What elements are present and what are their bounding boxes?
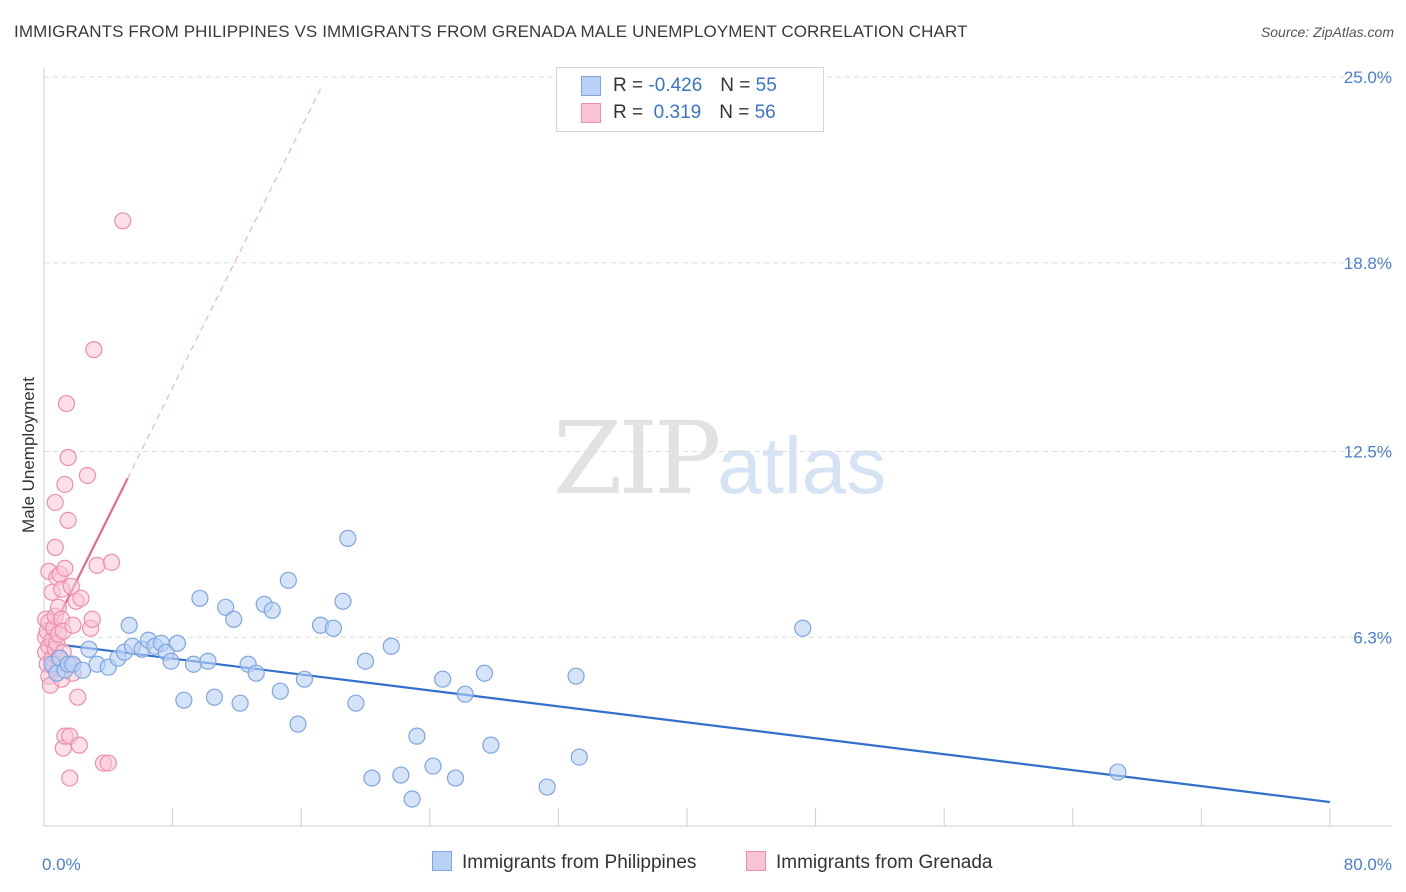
y-axis-title: Male Unemployment <box>19 377 38 533</box>
grenada-point <box>46 493 64 512</box>
philippines-point <box>263 601 281 619</box>
grenada-trend-extension <box>127 88 322 479</box>
watermark-atlas: atlas <box>717 421 887 510</box>
philippines-point <box>408 727 426 745</box>
philippines-point <box>80 640 98 658</box>
philippines-point <box>225 610 243 628</box>
grenada-point <box>57 394 76 413</box>
bottom-legend-swatch-philippines <box>432 850 452 871</box>
bottom-legend-swatch-grenada <box>746 850 766 871</box>
legend-r-value: 0.319 <box>648 102 702 123</box>
legend-row-grenada: R = 0.319 N = 56 <box>581 102 776 126</box>
legend-r-label: R = <box>613 75 644 96</box>
philippines-point <box>120 616 138 634</box>
axis-labels: 6.3% 12.5% 18.8% 25.0% 0.0% 80.0% Male Unemplo… <box>19 68 1392 874</box>
x-tick-label-max: 80.0% <box>1344 855 1392 874</box>
legend-swatch-grenada <box>581 102 601 123</box>
philippines-point <box>363 769 381 787</box>
philippines-point <box>403 790 421 808</box>
philippines-point <box>162 652 180 670</box>
philippines-point <box>231 694 249 712</box>
philippines-point <box>191 589 209 607</box>
philippines-point <box>324 619 342 637</box>
philippines-point <box>446 769 465 787</box>
philippines-points <box>43 529 1127 808</box>
philippines-point <box>168 634 187 652</box>
y-tick-label: 18.8% <box>1344 254 1392 273</box>
philippines-point <box>538 778 556 796</box>
grenada-point <box>72 589 90 607</box>
legend-n-label: N = <box>719 102 750 123</box>
watermark-zip: ZIP <box>553 400 721 517</box>
legend-n-value: 55 <box>755 75 777 96</box>
philippines-point <box>382 637 400 655</box>
philippines-point <box>794 619 812 637</box>
philippines-point <box>279 571 297 589</box>
philippines-point <box>205 688 223 706</box>
grenada-point <box>46 538 64 556</box>
legend-r-value: -0.426 <box>648 75 703 96</box>
philippines-point <box>184 655 203 673</box>
legend-row-philippines: R = -0.426 N = 55 <box>581 75 777 99</box>
philippines-point <box>199 652 217 670</box>
chart-title: IMMIGRANTS FROM PHILIPPINES VS IMMIGRANT… <box>14 22 968 41</box>
source-credit: Source: ZipAtlas.com <box>1260 24 1394 40</box>
grenada-point <box>59 511 77 530</box>
grenada-point <box>69 688 87 706</box>
philippines-point <box>73 661 92 679</box>
grenada-point <box>64 616 82 634</box>
philippines-point <box>356 652 375 670</box>
y-tick-label: 6.3% <box>1353 628 1392 647</box>
philippines-point <box>570 748 588 766</box>
bottom-legend-grenada: Immigrants from Grenada <box>746 850 993 874</box>
y-tick-label: 25.0% <box>1344 68 1392 87</box>
philippines-point <box>456 685 474 703</box>
philippines-point <box>295 670 314 688</box>
bottom-legend-philippines: Immigrants from Philippines <box>432 850 697 874</box>
grenada-point <box>99 754 117 772</box>
philippines-point <box>175 691 193 709</box>
axes <box>43 68 1392 827</box>
bottom-legend-label-grenada: Immigrants from Grenada <box>776 852 993 873</box>
philippines-point <box>1109 763 1127 781</box>
correlation-legend: R = -0.426 N = 55 R = 0.319 N = 56 <box>556 67 824 132</box>
y-tick-label: 12.5% <box>1344 443 1392 462</box>
grid <box>44 76 1392 638</box>
legend-r-label: R = <box>613 102 644 123</box>
grenada-point <box>56 559 74 577</box>
philippines-point <box>567 667 585 685</box>
legend-swatch-philippines <box>581 75 601 96</box>
grenada-point <box>56 475 74 494</box>
grenada-point <box>70 736 88 754</box>
grenada-point <box>59 448 77 467</box>
philippines-point <box>347 694 365 712</box>
grenada-points <box>37 212 132 787</box>
grenada-point <box>102 553 121 571</box>
grenada-point <box>83 610 101 628</box>
philippines-point <box>334 592 352 610</box>
philippines-point <box>392 766 410 784</box>
philippines-point <box>475 664 494 682</box>
philippines-point <box>217 598 235 616</box>
grenada-point <box>78 466 97 485</box>
philippines-point <box>424 757 442 775</box>
grenada-point <box>85 341 103 359</box>
legend-n-label: N = <box>720 75 751 96</box>
philippines-point <box>247 664 265 682</box>
grenada-point <box>61 769 79 787</box>
philippines-point <box>482 736 500 754</box>
philippines-point <box>289 715 307 733</box>
x-tick-label-min: 0.0% <box>42 855 81 874</box>
philippines-point <box>271 682 289 700</box>
watermark: ZIPatlas <box>553 400 886 517</box>
bottom-legend-label-philippines: Immigrants from Philippines <box>462 852 697 873</box>
philippines-point <box>339 529 357 547</box>
grenada-point <box>88 556 106 574</box>
philippines-point <box>434 670 452 688</box>
grenada-point <box>114 212 132 230</box>
legend-n-value: 56 <box>754 102 776 123</box>
